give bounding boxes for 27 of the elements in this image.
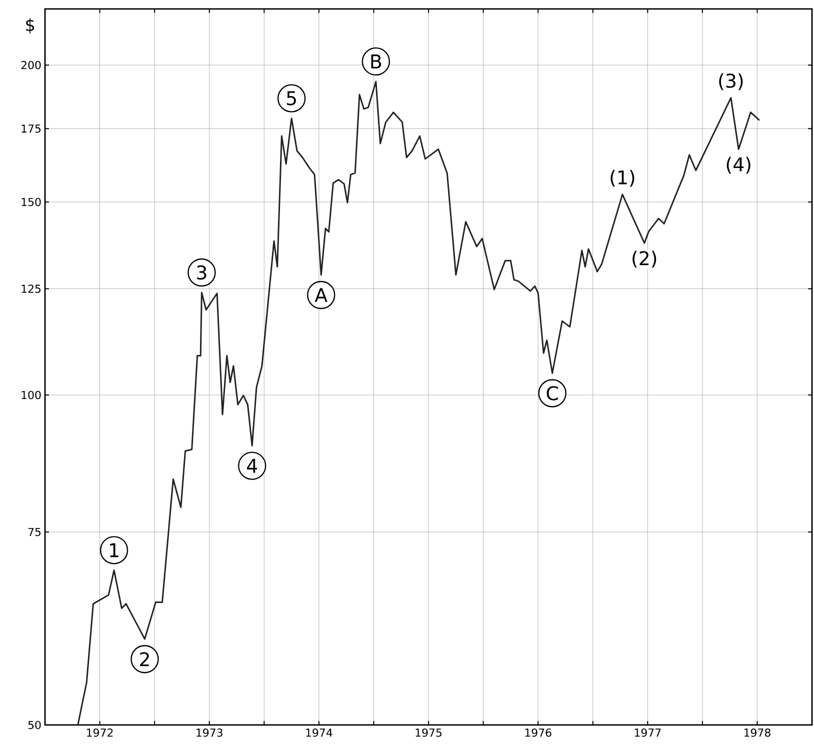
annotation: 3 [197,265,206,280]
annotation: B [371,54,382,68]
y-tick-label: 125 [22,284,41,293]
y-tick-label: 150 [22,198,41,206]
annotation: A [314,288,328,302]
y-tick-label: 175 [22,124,41,133]
x-tick-label: 1978 [744,728,770,737]
annotation: (3) [719,73,743,90]
annotation: 2 [140,652,149,666]
annotation: (4) [726,156,750,174]
y-tick-label: 50 [28,720,41,730]
annotation: 4 [246,458,258,473]
y-tick-label: 75 [28,528,41,536]
annotation: (2) [632,250,656,268]
annotation: (1) [610,170,634,187]
x-tick-label: 1975 [416,728,442,737]
x-tick-label: 1973 [196,728,222,737]
y-axis-title: $ [26,18,34,34]
y-tick-label: 100 [22,390,41,400]
x-tick-label: 1974 [306,728,332,737]
annotation: 5 [286,91,296,106]
x-tick-label: 1976 [525,728,552,737]
x-tick-label: 1977 [634,728,661,737]
y-tick-label: 200 [21,60,41,70]
annotation: C [546,386,558,400]
x-tick-label: 1972 [87,728,113,737]
annotation: 1 [110,543,118,558]
